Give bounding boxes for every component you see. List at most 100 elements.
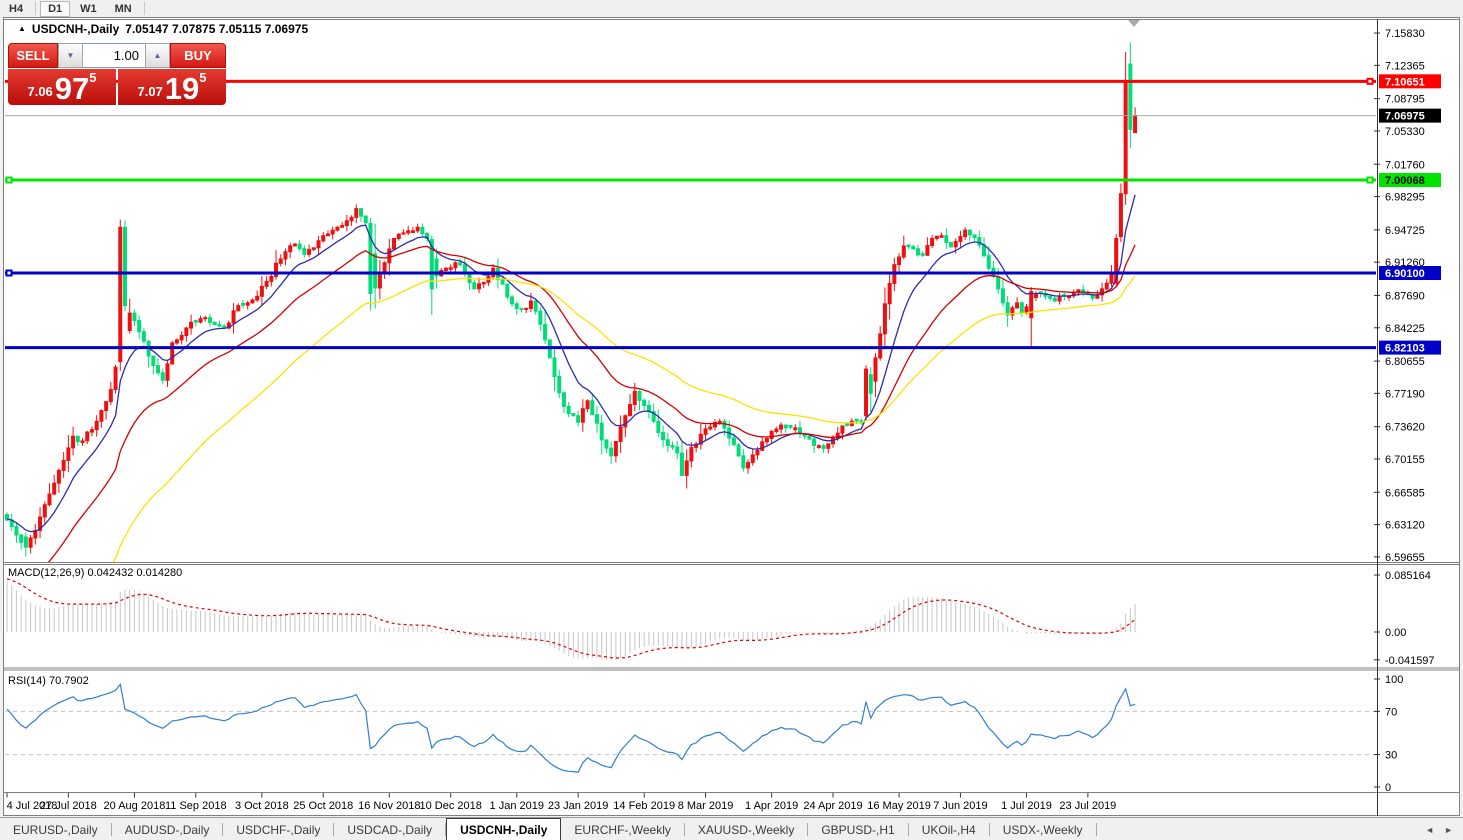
timeframe-d1-button[interactable]: D1 <box>40 0 71 17</box>
level-3-badge-label: 6.82103 <box>1385 343 1425 355</box>
tab-eurusd[interactable]: EURUSD-,Daily <box>13 822 98 837</box>
candle-body <box>193 319 198 323</box>
ma-52-line <box>112 275 1136 562</box>
chart-canvas[interactable]: 7.15830 7.12365 7.08795 7.05330 7.01760 6.982… <box>0 17 1463 817</box>
tab-audusd[interactable]: AUDUSD-,Daily <box>124 822 210 837</box>
candle-body <box>882 303 887 335</box>
volume-decrease-button[interactable]: ▼ <box>58 43 83 68</box>
candle-body <box>363 215 368 224</box>
tab-usdchf[interactable]: USDCHF-,Daily <box>236 822 321 837</box>
candle-body <box>901 245 906 258</box>
candle-body <box>1057 295 1062 302</box>
candle-body <box>297 243 302 250</box>
candle-body <box>552 357 557 378</box>
candle-body <box>528 300 533 309</box>
buy-button[interactable]: BUY <box>170 43 226 68</box>
candle-body <box>538 310 543 325</box>
volume-increase-button[interactable]: ▲ <box>145 43 170 68</box>
candle-body <box>264 280 269 287</box>
candle-body <box>769 431 774 439</box>
candle-body <box>510 296 515 305</box>
buy-price-figure: 7.07 <box>137 84 163 99</box>
candle-body <box>897 256 902 266</box>
candle-body <box>963 229 968 238</box>
timeframe-mn-button[interactable]: MN <box>114 2 132 15</box>
chart-window: 7.15830 7.12365 7.08795 7.05330 7.01760 6.982… <box>0 17 1463 817</box>
tab-separator <box>988 823 990 836</box>
tab-eurchf[interactable]: EURCHF-,Weekly <box>574 822 671 837</box>
tabs-scroll-right-icon[interactable]: ► <box>1444 824 1453 835</box>
candle-body <box>429 238 434 290</box>
candle-body <box>38 516 43 531</box>
tab-gbpusd[interactable]: GBPUSD-,H1 <box>821 822 895 837</box>
rsi-tick-label: 100 <box>1385 674 1403 686</box>
candle-body <box>689 446 694 462</box>
candle-body <box>514 303 519 309</box>
candle-body <box>519 307 524 310</box>
candle-body <box>396 233 401 239</box>
candle-body <box>302 248 307 255</box>
candle-body <box>406 230 411 234</box>
candle-body <box>269 275 274 282</box>
level-0-badge <box>1379 74 1441 89</box>
candle-body <box>679 452 684 476</box>
candle-body <box>387 248 392 264</box>
candle-body <box>255 295 260 301</box>
tab-usdcnh[interactable]: USDCNH-,Daily <box>446 818 562 840</box>
sell-price-display[interactable]: 7.06 97 5 <box>8 69 116 105</box>
candle-body <box>807 435 812 440</box>
candle-body <box>665 439 670 447</box>
price-tick-label: 6.70155 <box>1385 454 1425 466</box>
tab-usdcad[interactable]: USDCAD-,Daily <box>347 822 433 837</box>
level-2-badge <box>1379 266 1441 280</box>
candle-body <box>203 317 208 320</box>
level-3-badge <box>1379 340 1441 355</box>
candle-body <box>642 399 647 406</box>
macd-tick-label: 0.00 <box>1385 627 1406 639</box>
candle-body <box>28 537 33 548</box>
candle-body <box>316 240 321 249</box>
date-tick-label: 23 Jan 2019 <box>548 800 609 812</box>
sell-button[interactable]: SELL <box>8 43 58 68</box>
volume-input[interactable] <box>83 43 145 68</box>
buy-price-display[interactable]: 7.07 19 5 <box>118 69 226 105</box>
candle-body <box>42 504 47 518</box>
timeframe-h4-button[interactable]: H4 <box>9 2 24 15</box>
candle-body <box>576 415 581 423</box>
price-tick-label: 6.66585 <box>1385 487 1425 499</box>
collapse-triangle-icon[interactable]: ▲ <box>18 23 26 33</box>
candle-body <box>949 242 953 248</box>
candle-body <box>670 445 675 448</box>
candle-body <box>694 443 699 448</box>
sell-price-pips: 97 <box>54 71 90 106</box>
candle-body <box>967 229 972 236</box>
tab-xauusd[interactable]: XAUUSD-,Weekly <box>697 822 795 837</box>
candle-body <box>764 437 769 443</box>
candle-body <box>401 232 406 235</box>
level-1-badge <box>1379 173 1441 188</box>
candle-body <box>415 226 420 232</box>
candle-body <box>259 285 264 297</box>
timeframe-w1-button[interactable]: W1 <box>80 2 97 15</box>
tab-usdx[interactable]: USDX-,Weekly <box>1002 822 1083 837</box>
candle-body <box>340 225 345 228</box>
tabs-scroll-left-icon[interactable]: ◄ <box>1425 824 1435 835</box>
candle-body <box>132 312 137 321</box>
rsi-tick-label: 30 <box>1385 750 1397 762</box>
candle-body <box>19 534 24 543</box>
ma-26-line <box>47 244 1136 562</box>
candle-body <box>637 390 642 401</box>
chart-window-frame <box>3 17 1460 816</box>
level-0-badge-label: 7.10651 <box>1385 76 1425 88</box>
price-tick-label: 6.98295 <box>1385 192 1425 204</box>
tab-ukoil[interactable]: UKOil-,H4 <box>921 822 976 837</box>
candle-body <box>377 272 382 289</box>
candle-body <box>930 237 935 247</box>
candle-body <box>212 321 217 325</box>
candle-body <box>165 363 170 381</box>
candle-body <box>920 253 925 256</box>
current-price-badge-label: 7.06975 <box>1385 111 1425 123</box>
candle-body <box>477 283 481 290</box>
candle-body <box>189 321 194 329</box>
candle-body <box>344 220 349 227</box>
